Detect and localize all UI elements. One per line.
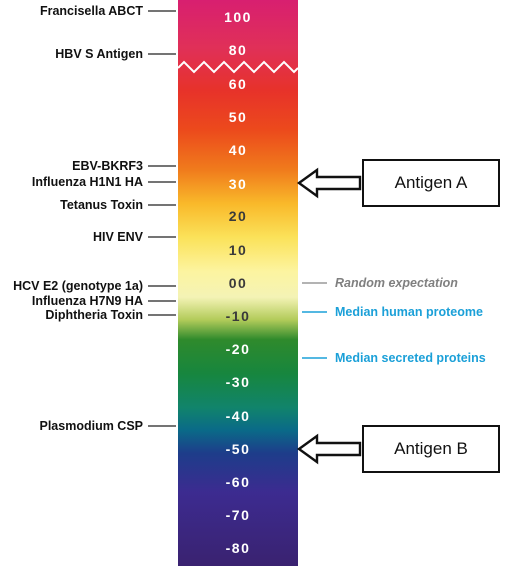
tick-label: -20	[225, 341, 251, 357]
protein-label: EBV-BKRF3	[72, 158, 143, 173]
protein-label: Francisella ABCT	[39, 3, 143, 18]
antigen-box: Antigen A	[362, 159, 500, 207]
protein-label: Influenza H1N1 HA	[31, 174, 143, 189]
tick-label: 10	[228, 242, 248, 258]
tick-label: 40	[228, 142, 248, 158]
tick-label: 60	[228, 76, 248, 92]
antigen-arrow	[296, 167, 362, 199]
reference-label: Random expectation	[335, 275, 458, 290]
antigen-arrow	[296, 433, 362, 465]
scale-break-zigzag	[177, 60, 299, 74]
tick-label: -30	[225, 374, 251, 390]
left-connector-lines	[148, 10, 176, 427]
tick-label: 20	[228, 208, 248, 224]
protein-label: Diphtheria Toxin	[45, 307, 143, 322]
right-connector-lines	[302, 282, 327, 359]
tick-label: -40	[225, 408, 251, 424]
color-scale-bar	[178, 0, 298, 566]
tick-label: -70	[225, 507, 251, 523]
antigen-box: Antigen B	[362, 425, 500, 473]
tick-label: 80	[228, 42, 248, 58]
protein-label: HIV ENV	[92, 229, 143, 244]
protein-label: Tetanus Toxin	[60, 197, 143, 212]
tick-label: 30	[228, 176, 248, 192]
tick-label: 00	[228, 275, 248, 291]
tick-label: 50	[228, 109, 248, 125]
protein-label: Influenza H7N9 HA	[31, 293, 143, 308]
protein-label: Plasmodium CSP	[39, 418, 144, 433]
tick-label: -50	[225, 441, 251, 457]
protein-label: HCV E2 (genotype 1a)	[13, 278, 143, 293]
reference-label: Median secreted proteins	[335, 350, 486, 365]
tick-label: -60	[225, 474, 251, 490]
tick-label: 100	[224, 9, 252, 25]
reference-label: Median human proteome	[335, 304, 483, 319]
antigen-arrows	[296, 167, 362, 465]
protein-label: HBV S Antigen	[55, 46, 143, 61]
tick-label: -80	[225, 540, 251, 556]
tick-label: -10	[225, 308, 251, 324]
